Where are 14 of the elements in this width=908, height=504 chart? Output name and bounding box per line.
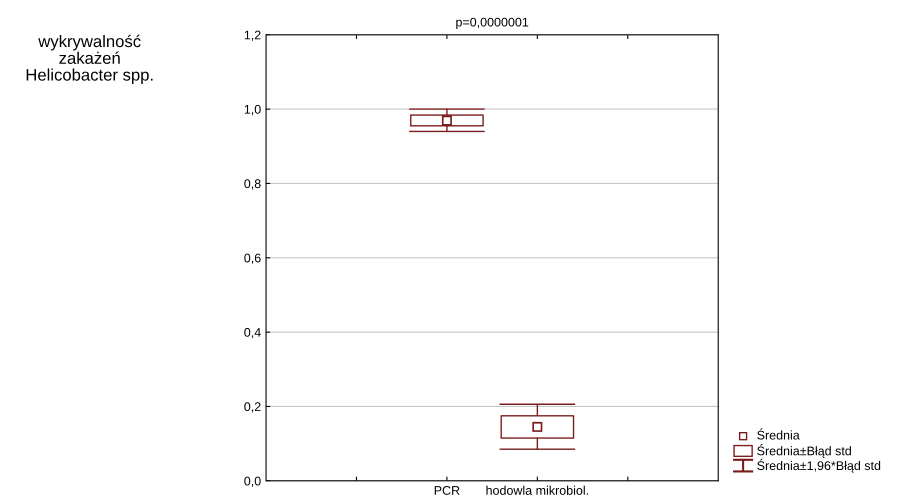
y-tick-label: 0,0 xyxy=(244,476,261,487)
y-tick-label: 1,2 xyxy=(244,30,261,41)
text: Średnia xyxy=(757,428,800,440)
y-tick-label: 0,6 xyxy=(244,254,261,264)
text: wykrywalność zakażeń Helicobacter spp. xyxy=(26,34,153,84)
chart-title: p=0,0000001 xyxy=(456,18,528,30)
y-tick-label: 0,4 xyxy=(244,328,261,338)
text: Średnia±1,96*Błąd std xyxy=(757,458,880,473)
y-tick-label: 0,8 xyxy=(244,179,261,190)
y-tick-label: 1,0 xyxy=(244,104,261,116)
x-tick-label: PCR xyxy=(434,486,460,495)
y-tick-label: 0,2 xyxy=(244,402,261,413)
x-tick-label: hodowla mikrobiol. xyxy=(486,486,588,495)
text: Średnia±Błąd std xyxy=(757,444,851,458)
